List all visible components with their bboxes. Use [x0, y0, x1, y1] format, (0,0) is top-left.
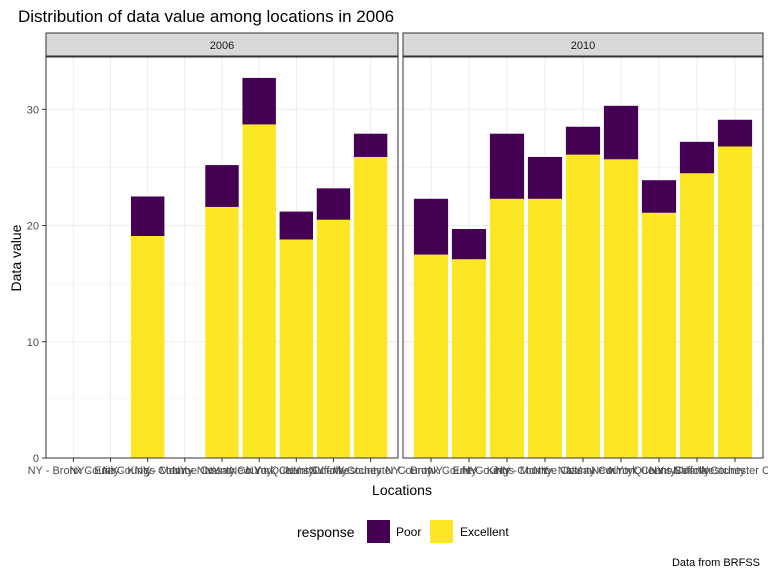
x-axis-title: Locations — [372, 482, 432, 498]
x-tick-label: NY - New York County — [205, 465, 315, 477]
x-tick-label: NY - Nassau County — [533, 465, 634, 477]
legend-label-excellent: Excellent — [460, 525, 509, 539]
x-tick-label: NY - Monroe County — [135, 465, 236, 477]
strip-label-2006: 2006 — [210, 40, 234, 52]
panel-2010 — [402, 56, 764, 459]
bar-excellent — [641, 212, 677, 458]
caption: Data from BRFSS — [672, 557, 760, 569]
panel-right-group: 2010 — [402, 32, 764, 459]
bar-poor — [353, 133, 388, 157]
x-tick-label: NY - Westchester County — [673, 465, 768, 477]
bar-excellent — [316, 219, 351, 458]
bar-poor — [717, 119, 753, 147]
y-tick-label: 0 — [33, 453, 39, 465]
bar-poor — [451, 229, 487, 260]
bar-poor — [641, 180, 677, 213]
y-axis: 0 10 20 30 — [27, 104, 46, 465]
x-tick-label: NY - Bronx County — [385, 465, 477, 477]
bar-poor — [603, 105, 639, 160]
x-tick-label: NY - Monroe County — [495, 465, 596, 477]
strip-label-2010: 2010 — [571, 40, 595, 52]
panel-left-group: 2006 — [45, 32, 399, 459]
x-tick-label: NY - Erie County — [69, 465, 152, 477]
x-tick-label: NY - Suffolk County — [285, 465, 382, 477]
y-axis-title: Data value — [8, 224, 24, 291]
bar-excellent — [130, 235, 165, 458]
bar-poor — [279, 211, 314, 240]
legend-key-poor — [367, 520, 390, 543]
x-tick-label: NY - Suffolk County — [649, 465, 746, 477]
y-tick-label: 10 — [27, 337, 39, 349]
bar-excellent — [413, 254, 449, 458]
legend-label-poor: Poor — [396, 525, 421, 539]
x-tick-label: NY - Bronx County — [28, 465, 120, 477]
x-tick-label: NY - Queens County — [608, 465, 710, 477]
legend-key-excellent — [430, 520, 453, 543]
bar-excellent — [717, 146, 753, 459]
legend-title: response — [297, 524, 355, 540]
x-tick-label: NY - New York County — [566, 465, 676, 477]
bar-excellent — [679, 173, 715, 459]
bar-poor — [130, 196, 165, 236]
x-tick-label: NY - Westchester County — [309, 465, 433, 477]
x-tick-label: NY - Queens County — [246, 465, 348, 477]
bar-poor — [413, 198, 449, 255]
bar-excellent — [242, 124, 276, 458]
bar-poor — [489, 133, 525, 199]
y-tick-label: 30 — [27, 104, 39, 116]
x-tick-label: NY - Kings County — [103, 465, 194, 477]
bar-excellent — [527, 198, 563, 458]
bar-excellent — [489, 198, 525, 458]
bar-excellent — [205, 206, 239, 458]
bar-poor — [527, 156, 563, 199]
bar-excellent — [603, 159, 639, 458]
x-tick-label: NY - Erie County — [428, 465, 511, 477]
bar-excellent — [451, 259, 487, 458]
x-tick-label: NY - Kings County — [462, 465, 553, 477]
x-tick-label: NY - Nassau County — [172, 465, 273, 477]
bar-excellent — [353, 156, 388, 459]
bar-poor — [316, 188, 351, 220]
bar-excellent — [279, 239, 314, 458]
bar-excellent — [565, 154, 601, 459]
bar-poor — [205, 165, 239, 207]
y-tick-label: 20 — [27, 221, 39, 233]
strip-2010 — [402, 32, 764, 57]
bar-poor — [242, 77, 276, 125]
bar-poor — [679, 141, 715, 174]
chart-title: Distribution of data value among locatio… — [18, 7, 394, 26]
bar-poor — [565, 126, 601, 155]
legend: response Poor Excellent — [297, 520, 509, 543]
strip-2006 — [45, 32, 399, 57]
panel-2006 — [45, 56, 399, 459]
